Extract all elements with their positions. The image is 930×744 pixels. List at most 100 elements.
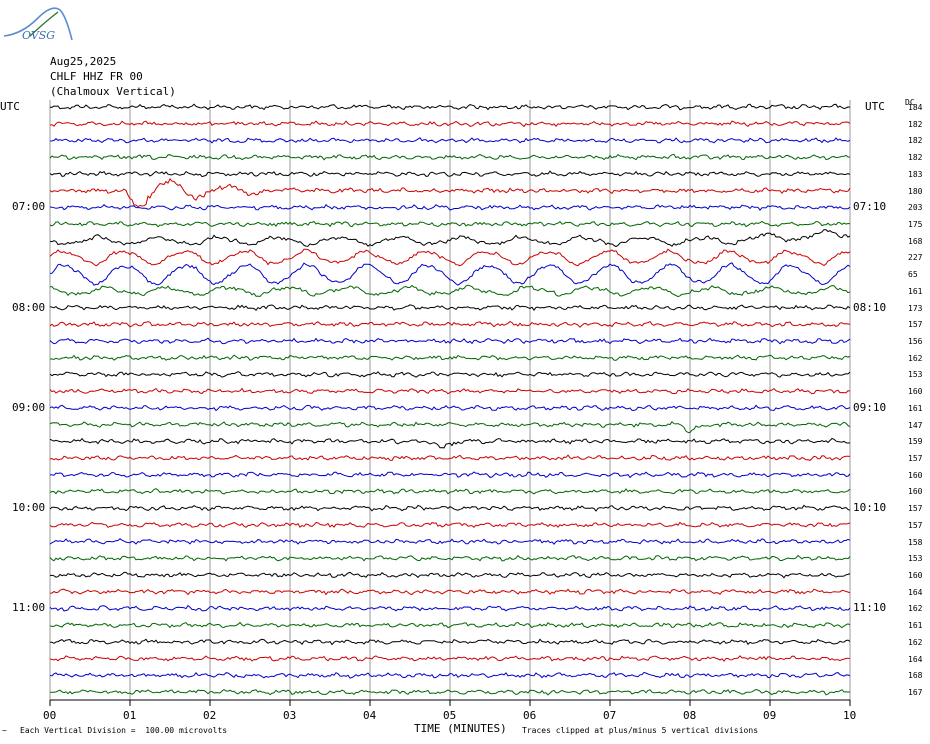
trace-row-5	[49, 177, 851, 208]
dc-offset-26: 158	[908, 537, 923, 547]
trace-row-10	[49, 262, 851, 286]
trace-row-6	[49, 204, 851, 211]
dc-offset-14: 156	[908, 337, 923, 346]
trace-row-24	[49, 504, 851, 512]
dc-offset-31: 161	[908, 621, 923, 631]
dc-offset-4: 183	[908, 169, 923, 179]
trace-row-2	[49, 137, 851, 144]
plot-grid	[49, 100, 851, 706]
dc-offset-21: 157	[908, 454, 923, 463]
trace-row-4	[49, 170, 851, 178]
dc-offset-33: 164	[908, 654, 923, 664]
dc-offset-25: 157	[908, 520, 923, 530]
dc-offset-8: 168	[908, 236, 923, 246]
trace-row-16	[49, 371, 851, 378]
x-axis-title: TIME (MINUTES)	[414, 722, 507, 735]
trace-row-32	[50, 638, 851, 646]
trace-row-30	[49, 604, 851, 612]
trace-row-17	[49, 387, 851, 395]
left-time-label: 08:00	[12, 300, 46, 314]
logo-text: OVSG	[22, 29, 56, 42]
x-tick-label-02: 02	[203, 709, 217, 722]
trace-row-1	[49, 120, 851, 128]
dc-offset-29: 164	[908, 587, 923, 597]
trace-row-15	[50, 354, 851, 361]
observatory-logo	[3, 7, 73, 41]
dc-offset-34: 168	[908, 671, 923, 681]
x-tick-label-09: 09	[763, 709, 777, 722]
dc-offset-15: 162	[908, 353, 923, 363]
dc-offset-22: 160	[908, 470, 923, 480]
trace-row-27	[49, 554, 851, 562]
dc-offset-3: 182	[908, 153, 923, 163]
dc-offset-6: 203	[908, 203, 923, 213]
channel-label: CHLF HHZ FR 00	[50, 70, 143, 83]
dc-offset-27: 153	[908, 554, 923, 564]
seismic-traces	[49, 103, 851, 696]
x-tick-label-03: 03	[283, 709, 297, 722]
x-tick-label-01: 01	[123, 709, 137, 722]
trace-row-21	[49, 454, 851, 462]
trace-row-29	[50, 588, 851, 596]
x-tick-label-05: 05	[443, 709, 457, 722]
trace-row-28	[49, 571, 851, 579]
dc-offset-2: 182	[908, 136, 923, 146]
trace-row-9	[49, 248, 851, 267]
trace-row-0	[49, 103, 851, 111]
trace-row-3	[49, 153, 851, 161]
left-time-label: 07:00	[12, 200, 46, 214]
dc-offset-24: 157	[908, 504, 923, 514]
dc-offset-28: 160	[908, 571, 923, 580]
x-tick-label-07: 07	[603, 709, 617, 722]
left-utc-label: UTC	[0, 100, 20, 113]
x-tick-label-08: 08	[683, 709, 697, 722]
trace-row-25	[49, 521, 851, 528]
dc-label: DC	[905, 98, 915, 107]
left-time-label: 10:00	[12, 501, 46, 515]
dc-offset-5: 180	[908, 186, 923, 196]
dc-offset-13: 157	[908, 320, 923, 330]
dc-offset-10: 65	[908, 270, 918, 280]
dc-offset-1: 182	[908, 119, 923, 129]
trace-row-20	[49, 437, 851, 449]
clip-note: Traces clipped at plus/minus 5 vertical …	[522, 726, 759, 735]
trace-row-14	[49, 337, 851, 345]
trace-row-7	[49, 220, 851, 228]
x-tick-label-10: 10	[843, 709, 857, 722]
dc-offset-17: 160	[908, 387, 923, 397]
right-time-label: 10:10	[853, 501, 887, 515]
right-time-label: 07:10	[853, 200, 887, 214]
dc-offset-0: 184	[908, 103, 923, 112]
trace-row-18	[49, 404, 851, 412]
dc-offset-23: 160	[908, 487, 923, 497]
x-tick-label-04: 04	[363, 709, 377, 722]
dc-offset-9: 227	[908, 253, 923, 263]
dc-offset-20: 159	[908, 437, 923, 447]
scale-note: Each Vertical Division = 100.00 microvol…	[20, 726, 228, 735]
dc-offset-35: 167	[908, 688, 923, 697]
right-time-label: 09:10	[853, 400, 887, 414]
station-label: (Chalmoux Vertical)	[50, 85, 176, 98]
trace-row-13	[49, 320, 851, 328]
dc-offset-7: 175	[908, 220, 923, 229]
dc-offset-12: 173	[908, 303, 923, 313]
dc-offset-18: 161	[908, 403, 923, 413]
trace-row-8	[49, 229, 851, 248]
trace-row-26	[49, 538, 851, 545]
x-tick-label-00: 00	[43, 709, 57, 722]
right-utc-label: UTC	[865, 100, 885, 113]
footer-mark: ~	[2, 726, 7, 735]
dc-offset-16: 153	[908, 370, 923, 380]
date-label: Aug25,2025	[50, 55, 117, 68]
right-time-label: 11:10	[853, 601, 887, 615]
left-time-label: 11:00	[12, 601, 46, 615]
trace-row-22	[50, 471, 851, 479]
trace-row-34	[49, 671, 851, 679]
trace-row-33	[49, 655, 851, 662]
trace-row-31	[49, 621, 851, 629]
trace-row-19	[49, 421, 851, 434]
dc-offset-32: 162	[908, 637, 923, 647]
trace-row-11	[49, 284, 851, 298]
dc-offset-19: 147	[908, 420, 923, 430]
